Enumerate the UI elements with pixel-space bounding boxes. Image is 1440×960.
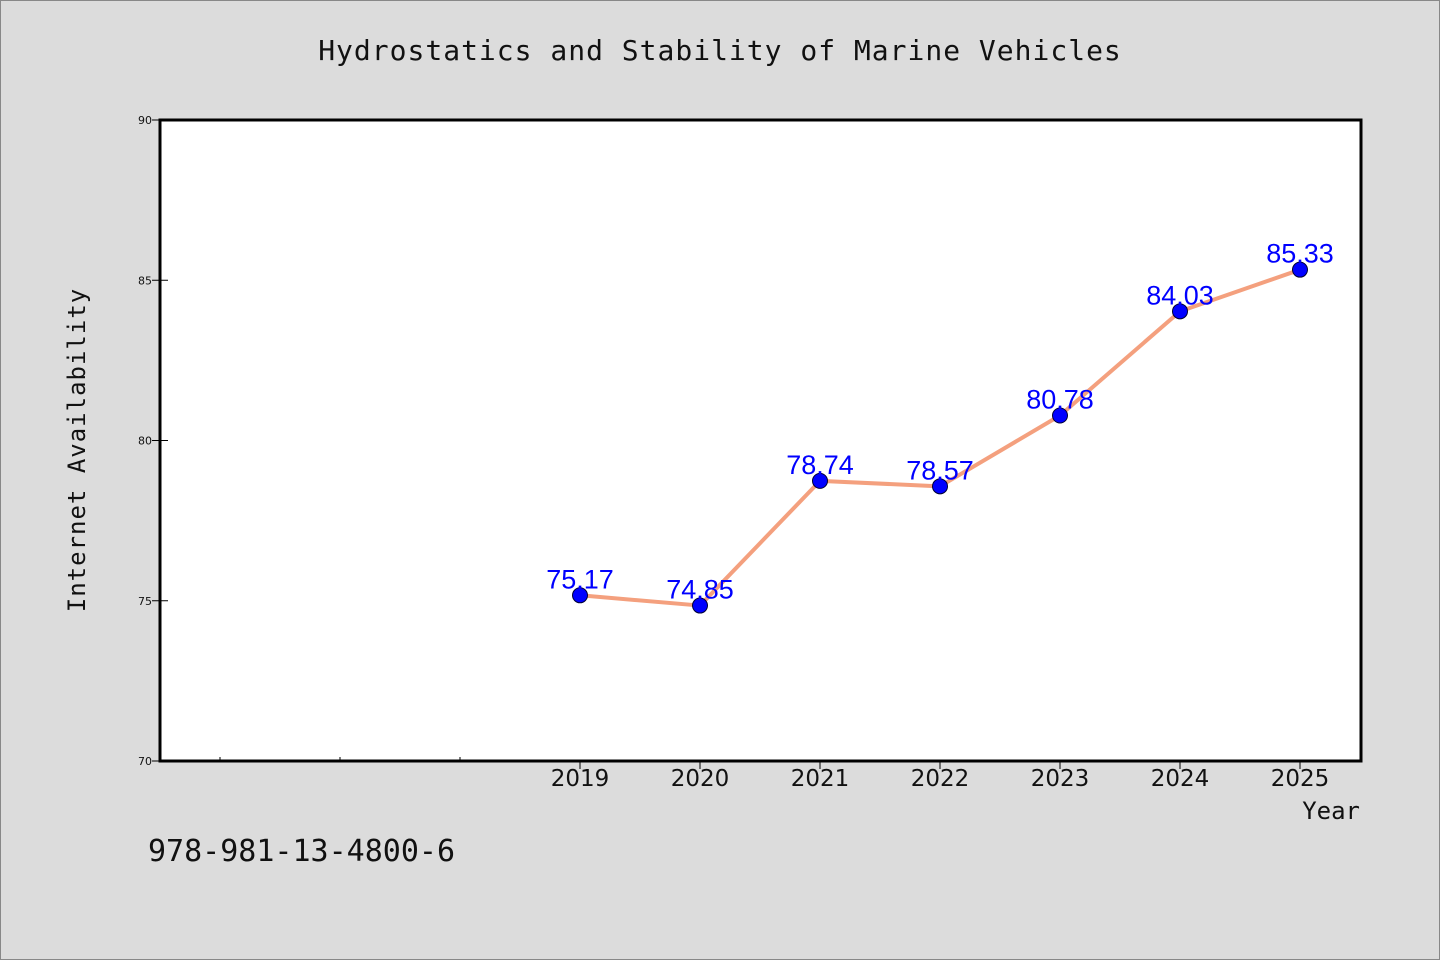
data-value-label: 84.03 [1146, 280, 1214, 310]
y-tick-label: 80 [138, 435, 152, 448]
y-tick-label: 90 [138, 114, 152, 127]
data-value-label: 85.33 [1266, 239, 1334, 269]
data-point-marker [572, 587, 588, 604]
y-tick-label: 75 [138, 595, 152, 608]
x-tick-label: 2022 [911, 766, 970, 792]
data-value-label: 78.74 [786, 450, 854, 480]
data-point-marker [932, 478, 948, 495]
x-tick-label: 2024 [1151, 766, 1210, 792]
y-tick-label: 85 [138, 274, 152, 287]
x-tick-label: 2021 [791, 766, 850, 792]
data-point-marker [1052, 407, 1068, 424]
data-point-marker [1172, 303, 1188, 320]
data-value-label: 78.57 [906, 455, 974, 485]
data-value-label: 75.17 [546, 564, 614, 594]
isbn-footer-text: 978-981-13-4800-6 [148, 834, 456, 869]
plot-frame [158, 118, 1363, 763]
x-axis-label: Year [1302, 797, 1360, 825]
chart-title: Hydrostatics and Stability of Marine Veh… [318, 34, 1122, 67]
x-tick-label: 2020 [671, 766, 730, 792]
data-point-marker [812, 472, 828, 489]
x-tick-label: 2019 [551, 766, 610, 792]
y-tick-label: 70 [138, 755, 152, 768]
x-tick-label: 2023 [1031, 766, 1090, 792]
data-value-label: 80.78 [1026, 385, 1094, 415]
plot-area: 70 75 80 85 90 2019 2020 2021 2022 2023 2024 2025 75… [138, 114, 1363, 792]
x-tick-label: 2025 [1271, 766, 1330, 792]
data-point-marker [1292, 261, 1308, 278]
data-point-marker [692, 597, 708, 614]
data-value-label: 74.85 [666, 575, 734, 605]
